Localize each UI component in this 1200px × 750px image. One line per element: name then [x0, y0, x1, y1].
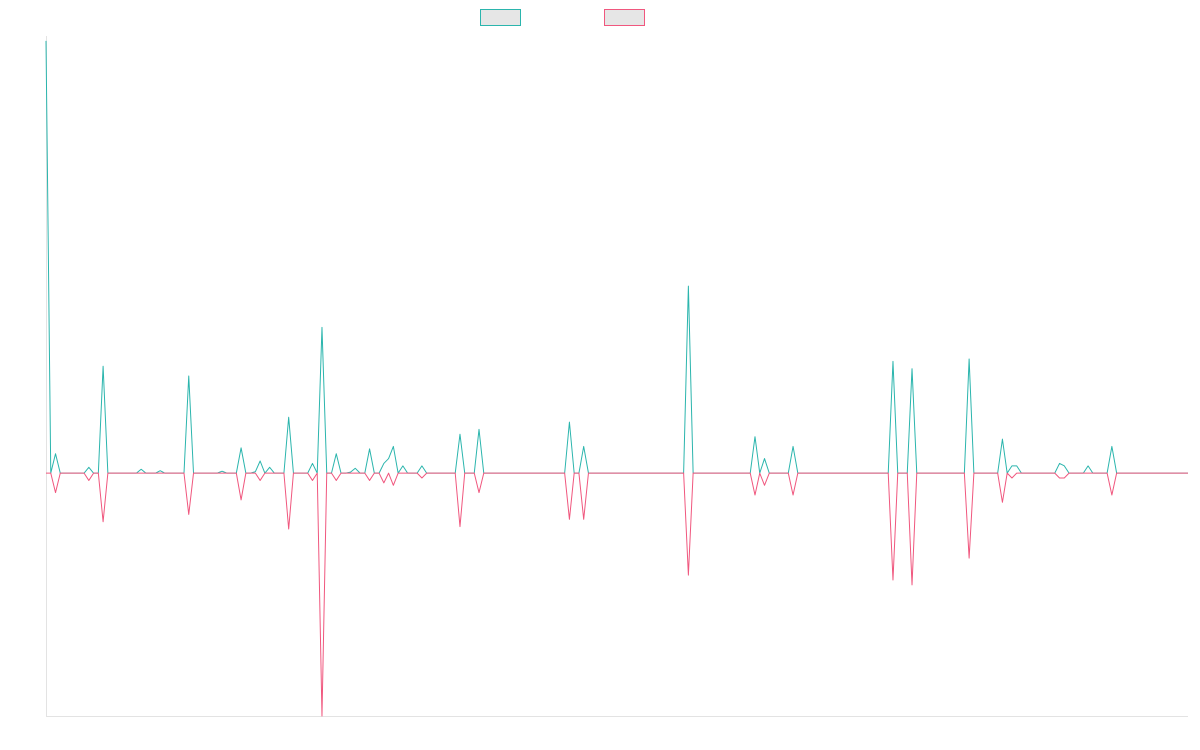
legend-swatch-positive[interactable] [480, 9, 521, 26]
series-layer [45, 40, 1188, 717]
legend [480, 9, 645, 26]
legend-swatch-negative[interactable] [604, 9, 645, 26]
series-line-positive [45, 40, 1188, 474]
series-line-negative [46, 472, 1188, 717]
